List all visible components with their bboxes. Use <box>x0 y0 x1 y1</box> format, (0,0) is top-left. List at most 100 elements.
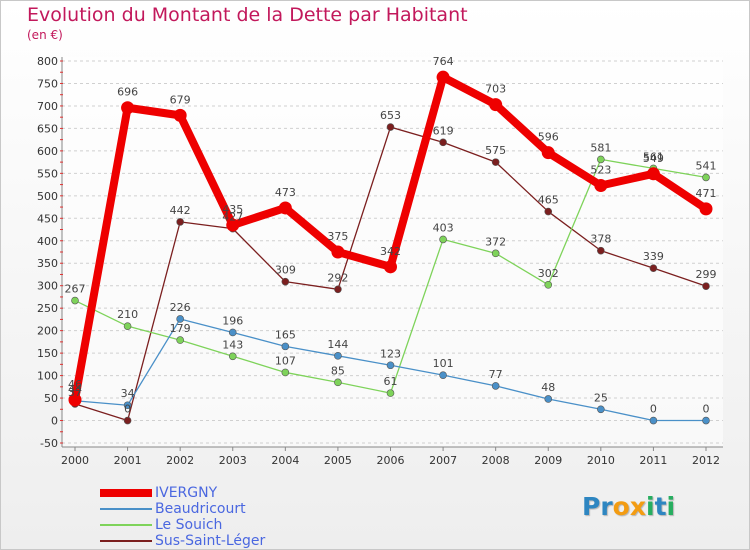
data-label: 267 <box>65 283 86 296</box>
data-point <box>71 296 79 305</box>
data-point <box>281 368 290 377</box>
legend-label: Sus-Saint-Léger <box>155 533 266 549</box>
y-tick-label: 600 <box>37 145 58 158</box>
data-point <box>123 401 132 410</box>
legend-item: Le Souich <box>100 517 400 533</box>
data-label: 48 <box>541 381 555 394</box>
data-point <box>386 389 395 397</box>
data-point <box>491 158 500 166</box>
data-label: 342 <box>380 245 401 258</box>
x-tick-label: 2008 <box>482 454 510 467</box>
data-label: 435 <box>222 203 243 216</box>
data-point <box>597 246 605 255</box>
data-label: 403 <box>433 221 454 234</box>
y-tick-label: -50 <box>40 437 58 450</box>
y-tick-label: 400 <box>37 235 58 248</box>
data-label: 101 <box>433 357 454 370</box>
data-label: 427 <box>222 211 243 224</box>
y-tick-label: 750 <box>37 77 58 90</box>
legend-label: Le Souich <box>155 517 223 533</box>
y-tick-label: 800 <box>37 55 58 68</box>
y-tick-label: 500 <box>37 190 58 203</box>
data-point <box>334 378 342 387</box>
data-point <box>226 218 240 232</box>
data-label: 299 <box>696 268 717 281</box>
data-point <box>702 282 710 290</box>
legend-label: IVERGNY <box>155 485 218 501</box>
y-tick-label: 250 <box>37 302 58 315</box>
data-point <box>386 123 395 131</box>
data-point <box>702 173 710 182</box>
data-point <box>386 361 395 370</box>
data-label: 0 <box>124 403 131 416</box>
chart-subtitle: (en €) <box>27 28 63 42</box>
data-label: 653 <box>380 109 401 122</box>
x-tick-label: 2001 <box>114 454 142 467</box>
x-tick-label: 2009 <box>534 454 562 467</box>
data-label: 25 <box>594 391 608 404</box>
legend: IVERGNY Beaudricourt Le Souich Sus-Saint-Lé… <box>100 485 400 549</box>
legend-label: Beaudricourt <box>155 501 246 517</box>
data-point <box>597 405 605 414</box>
data-label: 372 <box>485 235 506 248</box>
data-label: 123 <box>380 347 401 360</box>
data-label: 764 <box>433 55 454 68</box>
legend-swatch <box>100 540 152 542</box>
data-point <box>228 328 237 337</box>
x-tick-label: 2010 <box>587 454 615 467</box>
x-tick-label: 2007 <box>429 454 457 467</box>
y-tick-label: 700 <box>37 100 58 113</box>
x-tick-label: 2012 <box>692 454 720 467</box>
data-label: 0 <box>703 403 710 416</box>
data-label: 179 <box>170 322 191 335</box>
data-point <box>384 260 397 274</box>
legend-item: Sus-Saint-Léger <box>100 533 400 549</box>
data-point <box>123 416 132 425</box>
data-label: 465 <box>538 194 559 207</box>
data-label: 375 <box>327 230 348 243</box>
data-label: 165 <box>275 328 296 341</box>
legend-swatch <box>100 524 152 526</box>
data-label: 378 <box>590 233 611 246</box>
data-point <box>176 315 184 323</box>
data-label: 596 <box>538 131 559 144</box>
data-point <box>646 167 660 181</box>
data-label: 679 <box>170 93 191 106</box>
data-label: 210 <box>117 308 138 321</box>
data-label: 34 <box>121 387 135 400</box>
data-label: 77 <box>489 368 503 381</box>
data-point <box>123 322 132 330</box>
data-point <box>649 416 658 425</box>
data-point <box>699 202 713 216</box>
data-label: 44 <box>68 383 82 396</box>
legend-swatch <box>100 508 152 510</box>
data-label: 61 <box>384 375 398 388</box>
logo-letter: o <box>612 492 630 521</box>
data-point <box>439 235 447 244</box>
data-label: 37 <box>68 386 82 399</box>
logo-letter: t <box>654 492 667 521</box>
data-label: 581 <box>590 141 611 154</box>
data-point <box>491 382 500 390</box>
x-tick-label: 2011 <box>639 454 667 467</box>
y-tick-label: 100 <box>37 370 58 383</box>
data-point <box>544 281 553 289</box>
data-point <box>281 277 290 286</box>
y-tick-label: 50 <box>44 392 58 405</box>
data-point <box>541 146 555 160</box>
data-point <box>228 352 237 361</box>
data-label: 339 <box>643 250 664 263</box>
data-label: 442 <box>170 204 191 217</box>
y-tick-label: 450 <box>37 212 58 225</box>
data-point <box>334 285 342 294</box>
x-tick-label: 2006 <box>377 454 405 467</box>
data-label: 541 <box>696 159 717 172</box>
logo-letter: x <box>629 492 646 521</box>
data-point <box>176 336 184 344</box>
y-tick-label: 650 <box>37 122 58 135</box>
data-label: 196 <box>222 314 243 327</box>
y-tick-label: 150 <box>37 347 58 360</box>
data-point <box>491 249 500 258</box>
legend-swatch <box>100 489 152 497</box>
